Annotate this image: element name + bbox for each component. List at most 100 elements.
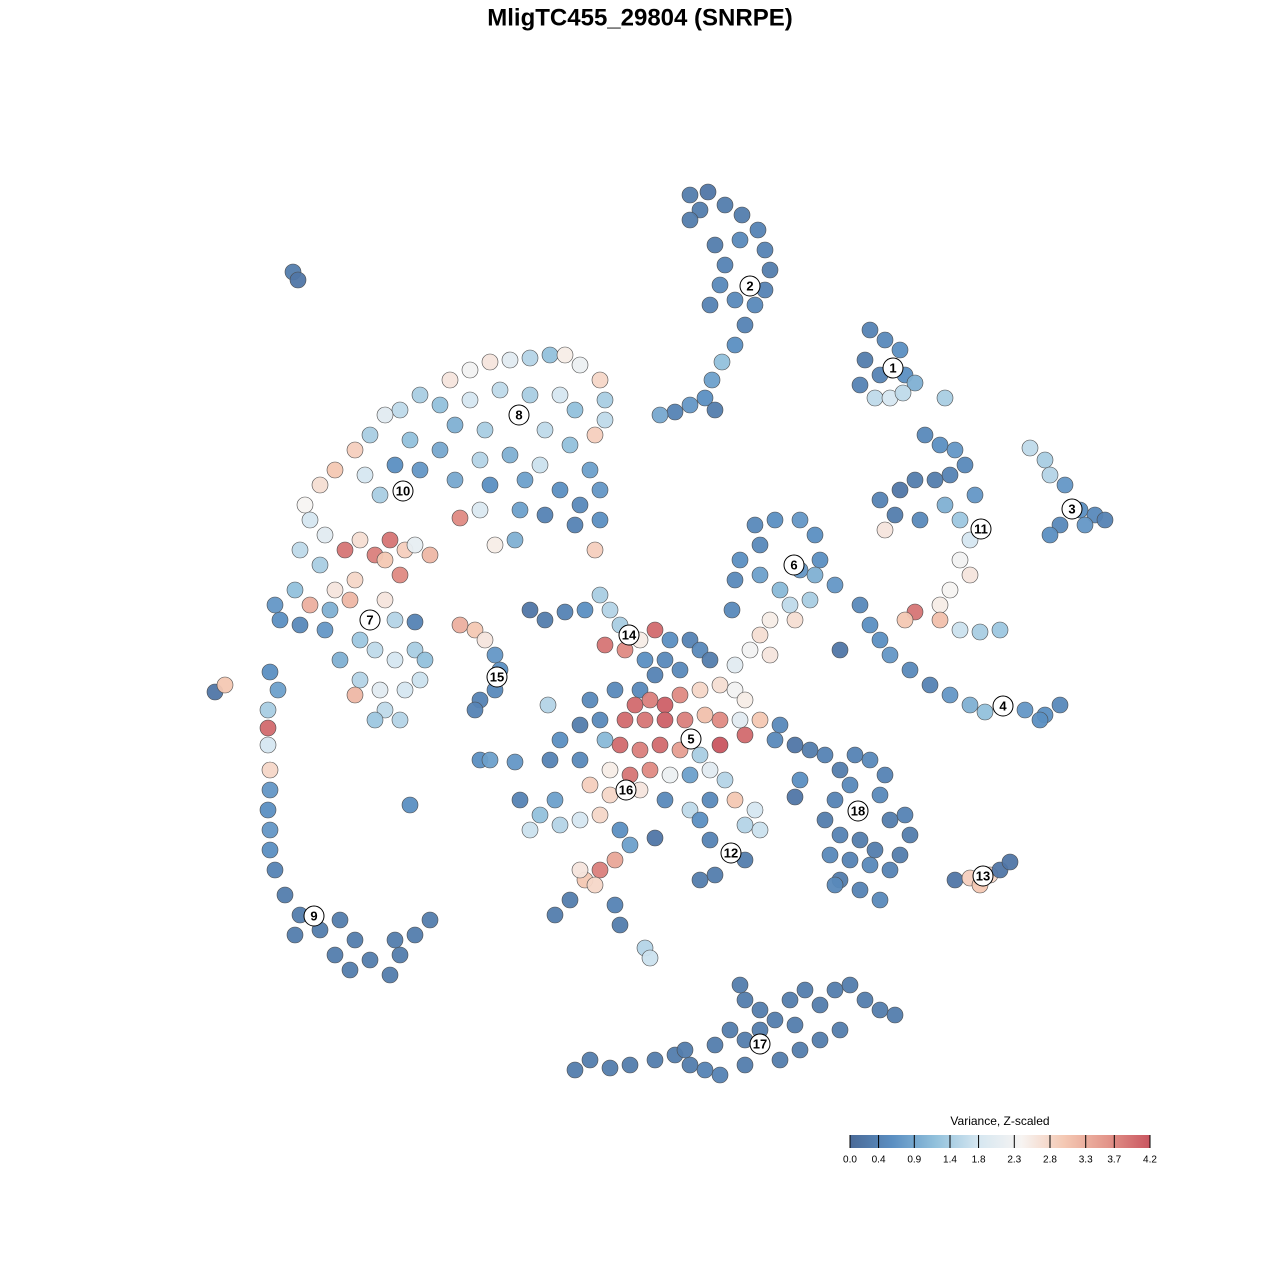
point	[486, 646, 504, 664]
point	[601, 761, 619, 779]
point	[261, 781, 279, 799]
point	[596, 636, 614, 654]
point	[521, 821, 539, 839]
point	[571, 496, 589, 514]
point	[736, 316, 754, 334]
point	[681, 1056, 699, 1074]
point	[491, 381, 509, 399]
point	[841, 776, 859, 794]
point	[366, 711, 384, 729]
point	[1051, 516, 1069, 534]
point	[916, 426, 934, 444]
point	[391, 711, 409, 729]
point	[766, 1011, 784, 1029]
point	[831, 1021, 849, 1039]
chart-title: MligTC455_29804 (SNRPE)	[487, 4, 792, 31]
point	[681, 211, 699, 229]
point	[936, 389, 954, 407]
point	[1041, 466, 1059, 484]
point	[386, 456, 404, 474]
point	[646, 1051, 664, 1069]
point	[726, 571, 744, 589]
point	[876, 521, 894, 539]
point	[1051, 696, 1069, 714]
point	[966, 486, 984, 504]
point	[536, 611, 554, 629]
point	[581, 776, 599, 794]
point	[711, 711, 729, 729]
point	[521, 601, 539, 619]
colorbar-tick-label: 4.2	[1143, 1155, 1157, 1166]
point	[571, 811, 589, 829]
points	[206, 183, 1114, 1084]
cluster-label: 9	[310, 908, 317, 923]
point	[506, 531, 524, 549]
point	[346, 571, 364, 589]
point	[646, 829, 664, 847]
point	[771, 581, 789, 599]
point	[736, 816, 754, 834]
point	[356, 466, 374, 484]
point	[316, 526, 334, 544]
point	[746, 296, 764, 314]
point	[366, 641, 384, 659]
cluster-badge	[392, 480, 414, 502]
point	[711, 676, 729, 694]
colorbar-tick-label: 2.8	[1043, 1155, 1057, 1166]
point	[346, 441, 364, 459]
point	[266, 596, 284, 614]
point	[511, 501, 529, 519]
point	[881, 861, 899, 879]
cluster-badge	[680, 728, 702, 750]
point	[701, 831, 719, 849]
point	[1031, 711, 1049, 729]
point	[386, 931, 404, 949]
point	[1001, 853, 1019, 871]
cluster-label: 5	[687, 731, 694, 746]
point	[646, 621, 664, 639]
point	[666, 403, 684, 421]
point	[376, 406, 394, 424]
point	[871, 631, 889, 649]
point	[651, 406, 669, 424]
point	[701, 761, 719, 779]
point	[821, 846, 839, 864]
point	[601, 601, 619, 619]
point	[276, 886, 294, 904]
point	[791, 771, 809, 789]
point	[336, 541, 354, 559]
point	[586, 876, 604, 894]
point	[906, 374, 924, 392]
point	[741, 641, 759, 659]
point	[501, 351, 519, 369]
point	[726, 681, 744, 699]
point	[611, 821, 629, 839]
point	[726, 291, 744, 309]
point	[951, 621, 969, 639]
point	[851, 881, 869, 899]
point	[521, 349, 539, 367]
point	[311, 476, 329, 494]
point	[466, 621, 484, 639]
point	[721, 1021, 739, 1039]
point	[296, 496, 314, 514]
point	[731, 551, 749, 569]
point	[696, 389, 714, 407]
point	[736, 991, 754, 1009]
point	[781, 596, 799, 614]
point	[713, 353, 731, 371]
point	[326, 581, 344, 599]
point	[351, 671, 369, 689]
point	[771, 1051, 789, 1069]
point	[626, 696, 644, 714]
cluster-label: 2	[746, 278, 753, 293]
point	[461, 361, 479, 379]
point	[1076, 516, 1094, 534]
point	[699, 183, 717, 201]
point	[621, 1056, 639, 1074]
point	[411, 671, 429, 689]
point	[406, 536, 424, 554]
point	[796, 981, 814, 999]
point	[641, 949, 659, 967]
point	[571, 861, 589, 879]
